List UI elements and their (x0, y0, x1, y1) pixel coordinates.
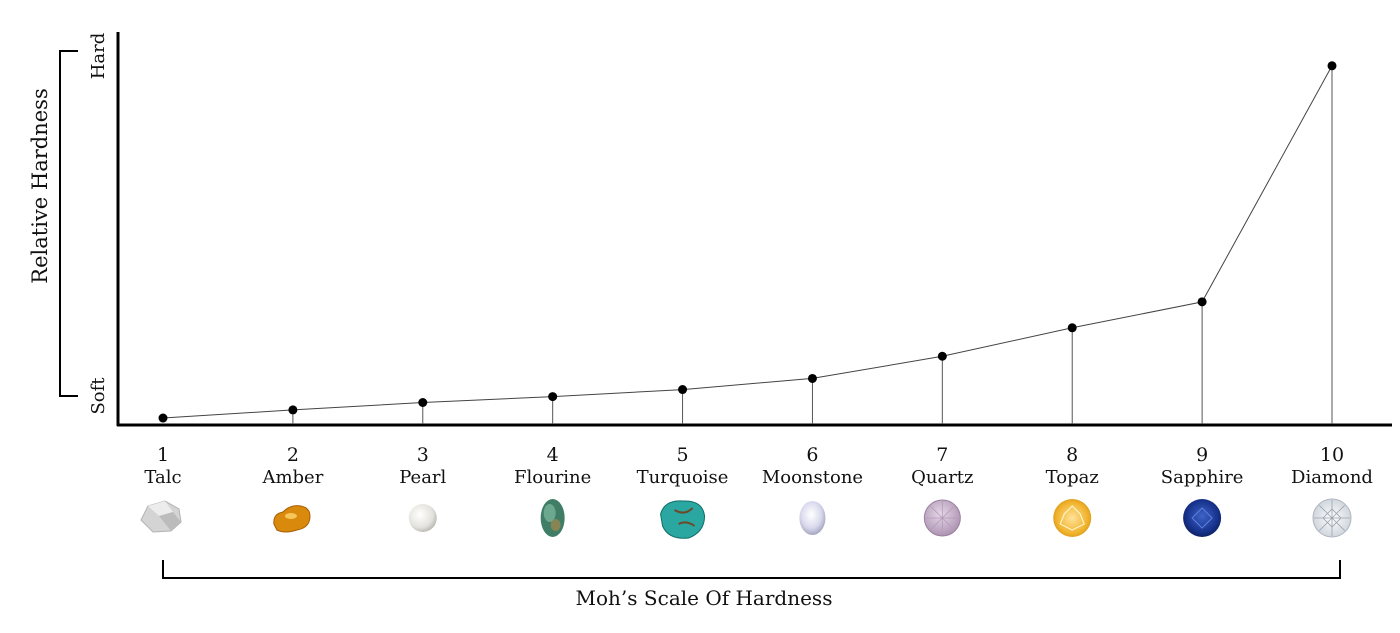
tick-number: 7 (936, 444, 948, 466)
mineral-name: Sapphire (1161, 467, 1244, 488)
diamond-gem-icon (1312, 498, 1352, 538)
data-point (418, 398, 428, 407)
moonstone-gem-icon (799, 501, 826, 535)
mineral-name: Quartz (911, 467, 973, 488)
tick-number: 8 (1066, 444, 1078, 466)
y-axis-label: Relative Hardness (28, 88, 52, 283)
data-point (288, 405, 298, 415)
hardness-bracket (59, 50, 78, 397)
scale-bracket (162, 560, 1341, 579)
mineral-name: Diamond (1291, 467, 1373, 488)
tick-number: 10 (1320, 444, 1344, 466)
turquoise-gem-icon (660, 500, 706, 539)
data-point (807, 373, 817, 383)
mineral-name: Pearl (399, 467, 446, 488)
quartz-gem-icon (923, 499, 961, 537)
tick-number: 2 (287, 444, 299, 466)
mineral-name: Flourine (514, 467, 591, 488)
tick-number: 4 (547, 444, 559, 466)
data-point (548, 392, 558, 402)
mineral-name: Talc (144, 467, 181, 488)
flourine-gem-icon (540, 499, 565, 537)
hardness-line (162, 65, 1333, 419)
mineral-name: Moonstone (762, 467, 863, 488)
mineral-name: Amber (261, 467, 323, 488)
tick-number: 3 (417, 444, 429, 466)
tick-number: 9 (1196, 444, 1208, 466)
data-point (1197, 297, 1207, 307)
x-axis-title: Moh’s Scale Of Hardness (576, 586, 833, 610)
sapphire-gem-icon (1183, 499, 1222, 537)
data-point (937, 351, 947, 361)
y-low-label: Soft (88, 377, 109, 415)
pearl-gem-icon (408, 504, 437, 532)
mineral-name: Turquoise (637, 467, 729, 488)
data-point (158, 413, 168, 423)
talc-gem-icon (140, 500, 182, 533)
topaz-gem-icon (1053, 499, 1092, 537)
data-point (678, 385, 688, 395)
mineral-name: Topaz (1046, 467, 1099, 488)
tick-number: 5 (677, 444, 689, 466)
data-point (1067, 323, 1077, 333)
y-high-label: Hard (88, 33, 109, 80)
tick-number: 6 (806, 444, 818, 466)
amber-gem-icon (273, 505, 311, 533)
data-point (1327, 61, 1337, 71)
tick-number: 1 (157, 444, 169, 466)
